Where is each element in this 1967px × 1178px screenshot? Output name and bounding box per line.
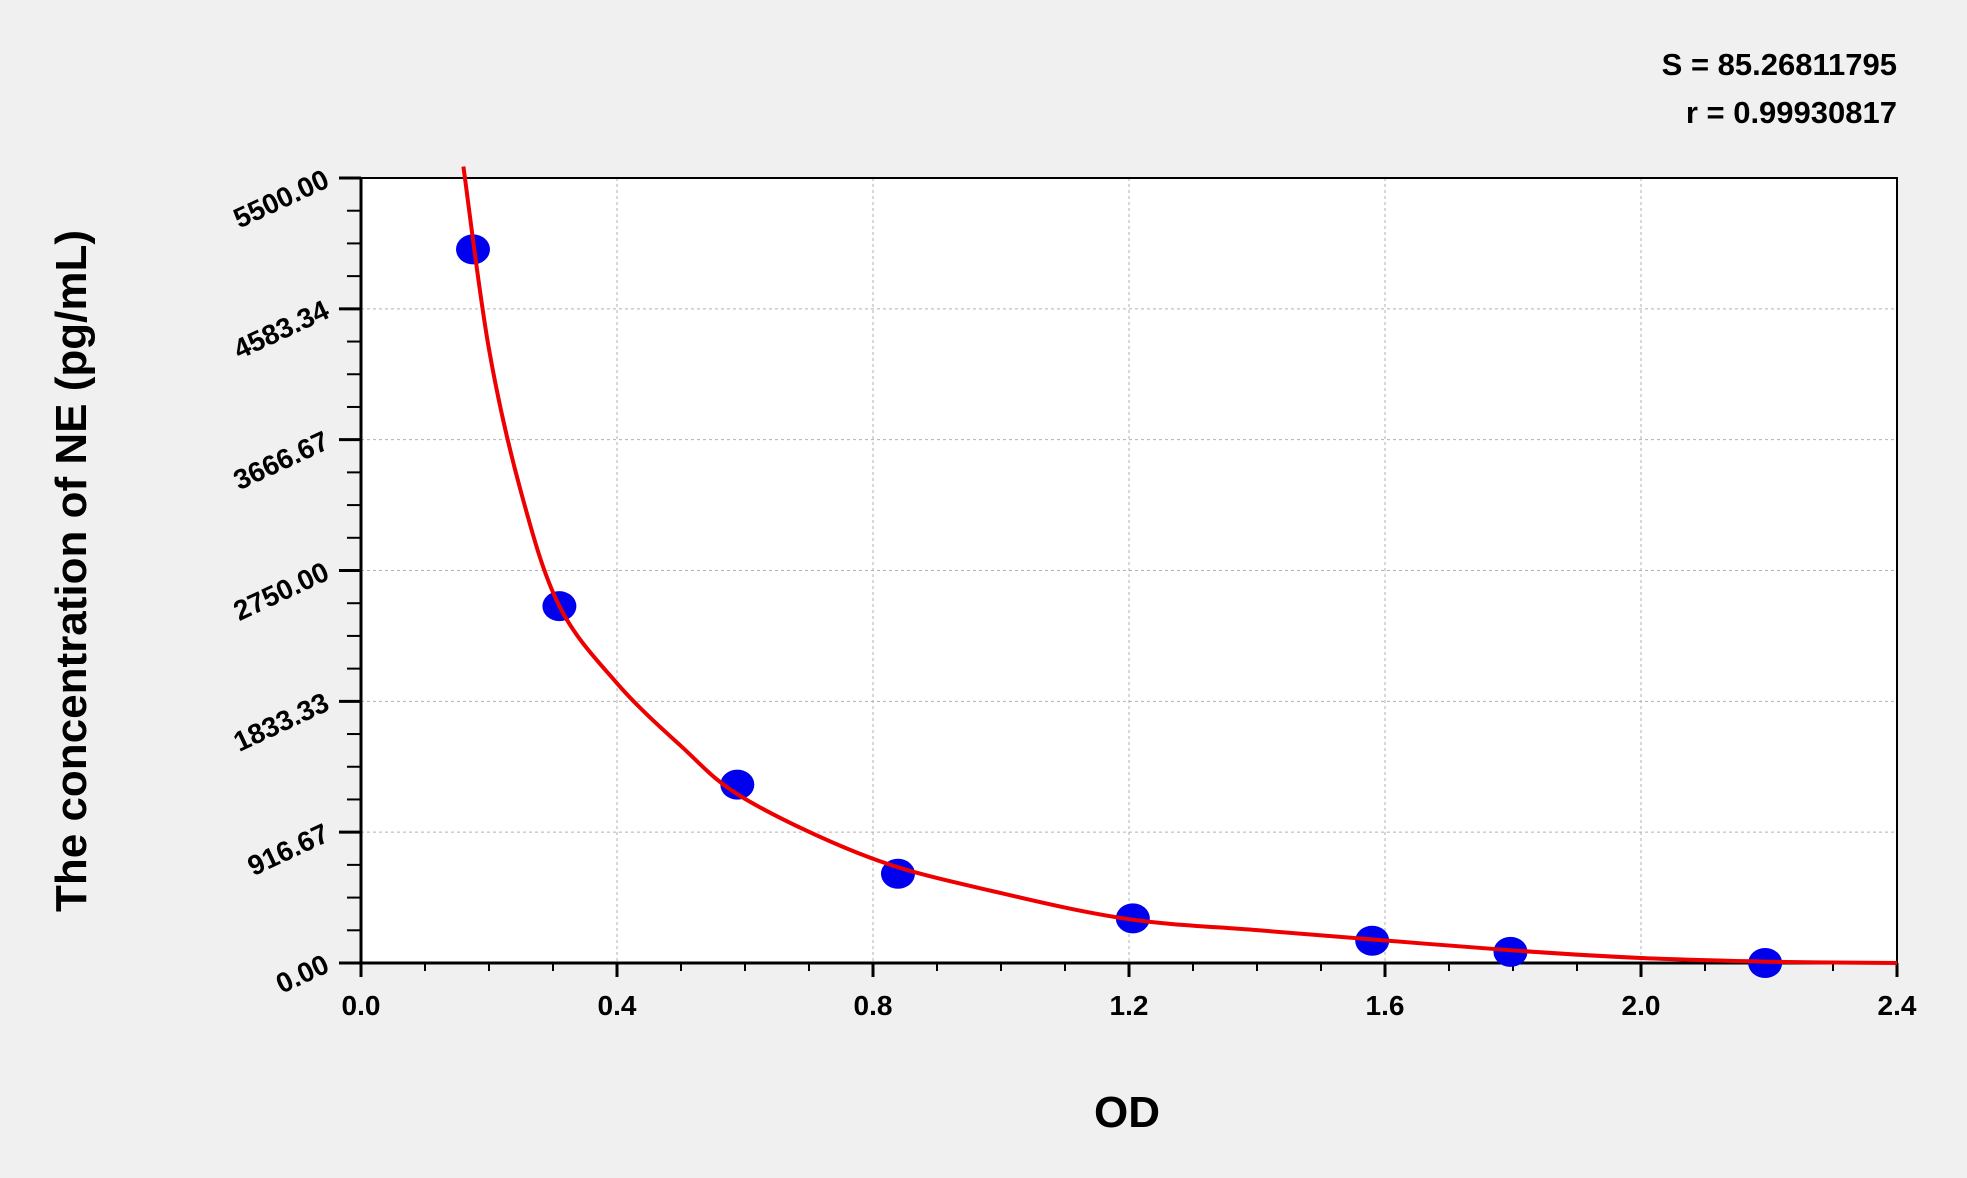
annotation-r: r = 0.99930817 (1686, 95, 1897, 130)
x-tick-label: 0.0 (342, 990, 381, 1021)
y-tick-label: 3666.67 (229, 425, 334, 496)
y-axis-title: The concentration of NE (pg/mL) (47, 230, 96, 912)
grid (361, 178, 1897, 963)
data-point (720, 769, 755, 800)
y-tick-label: 1833.33 (229, 687, 334, 758)
x-axis-title: OD (1094, 1088, 1160, 1137)
y-tick-label: 0.00 (271, 948, 333, 999)
y-tick-label: 916.67 (243, 818, 334, 882)
annotation-s: S = 85.26811795 (1662, 47, 1897, 82)
x-tick-label: 1.6 (1366, 990, 1405, 1021)
y-tick-labels: 0.00 916.67 1833.33 2750.00 3666.67 4583.34 55… (229, 163, 334, 999)
x-tick-labels: 0.0 0.4 0.8 1.2 1.6 2.0 2.4 (342, 990, 1917, 1021)
x-tick-label: 0.4 (598, 990, 637, 1021)
x-tick-label: 2.0 (1622, 990, 1661, 1021)
x-tick-label: 1.2 (1110, 990, 1149, 1021)
y-tick-label: 2750.00 (229, 556, 334, 627)
y-tick-label: 5500.00 (229, 163, 334, 234)
x-tick-label: 0.8 (854, 990, 893, 1021)
x-tick-label: 2.4 (1878, 990, 1917, 1021)
y-tick-label: 4583.34 (229, 294, 334, 365)
fit-curve (461, 166, 1898, 965)
